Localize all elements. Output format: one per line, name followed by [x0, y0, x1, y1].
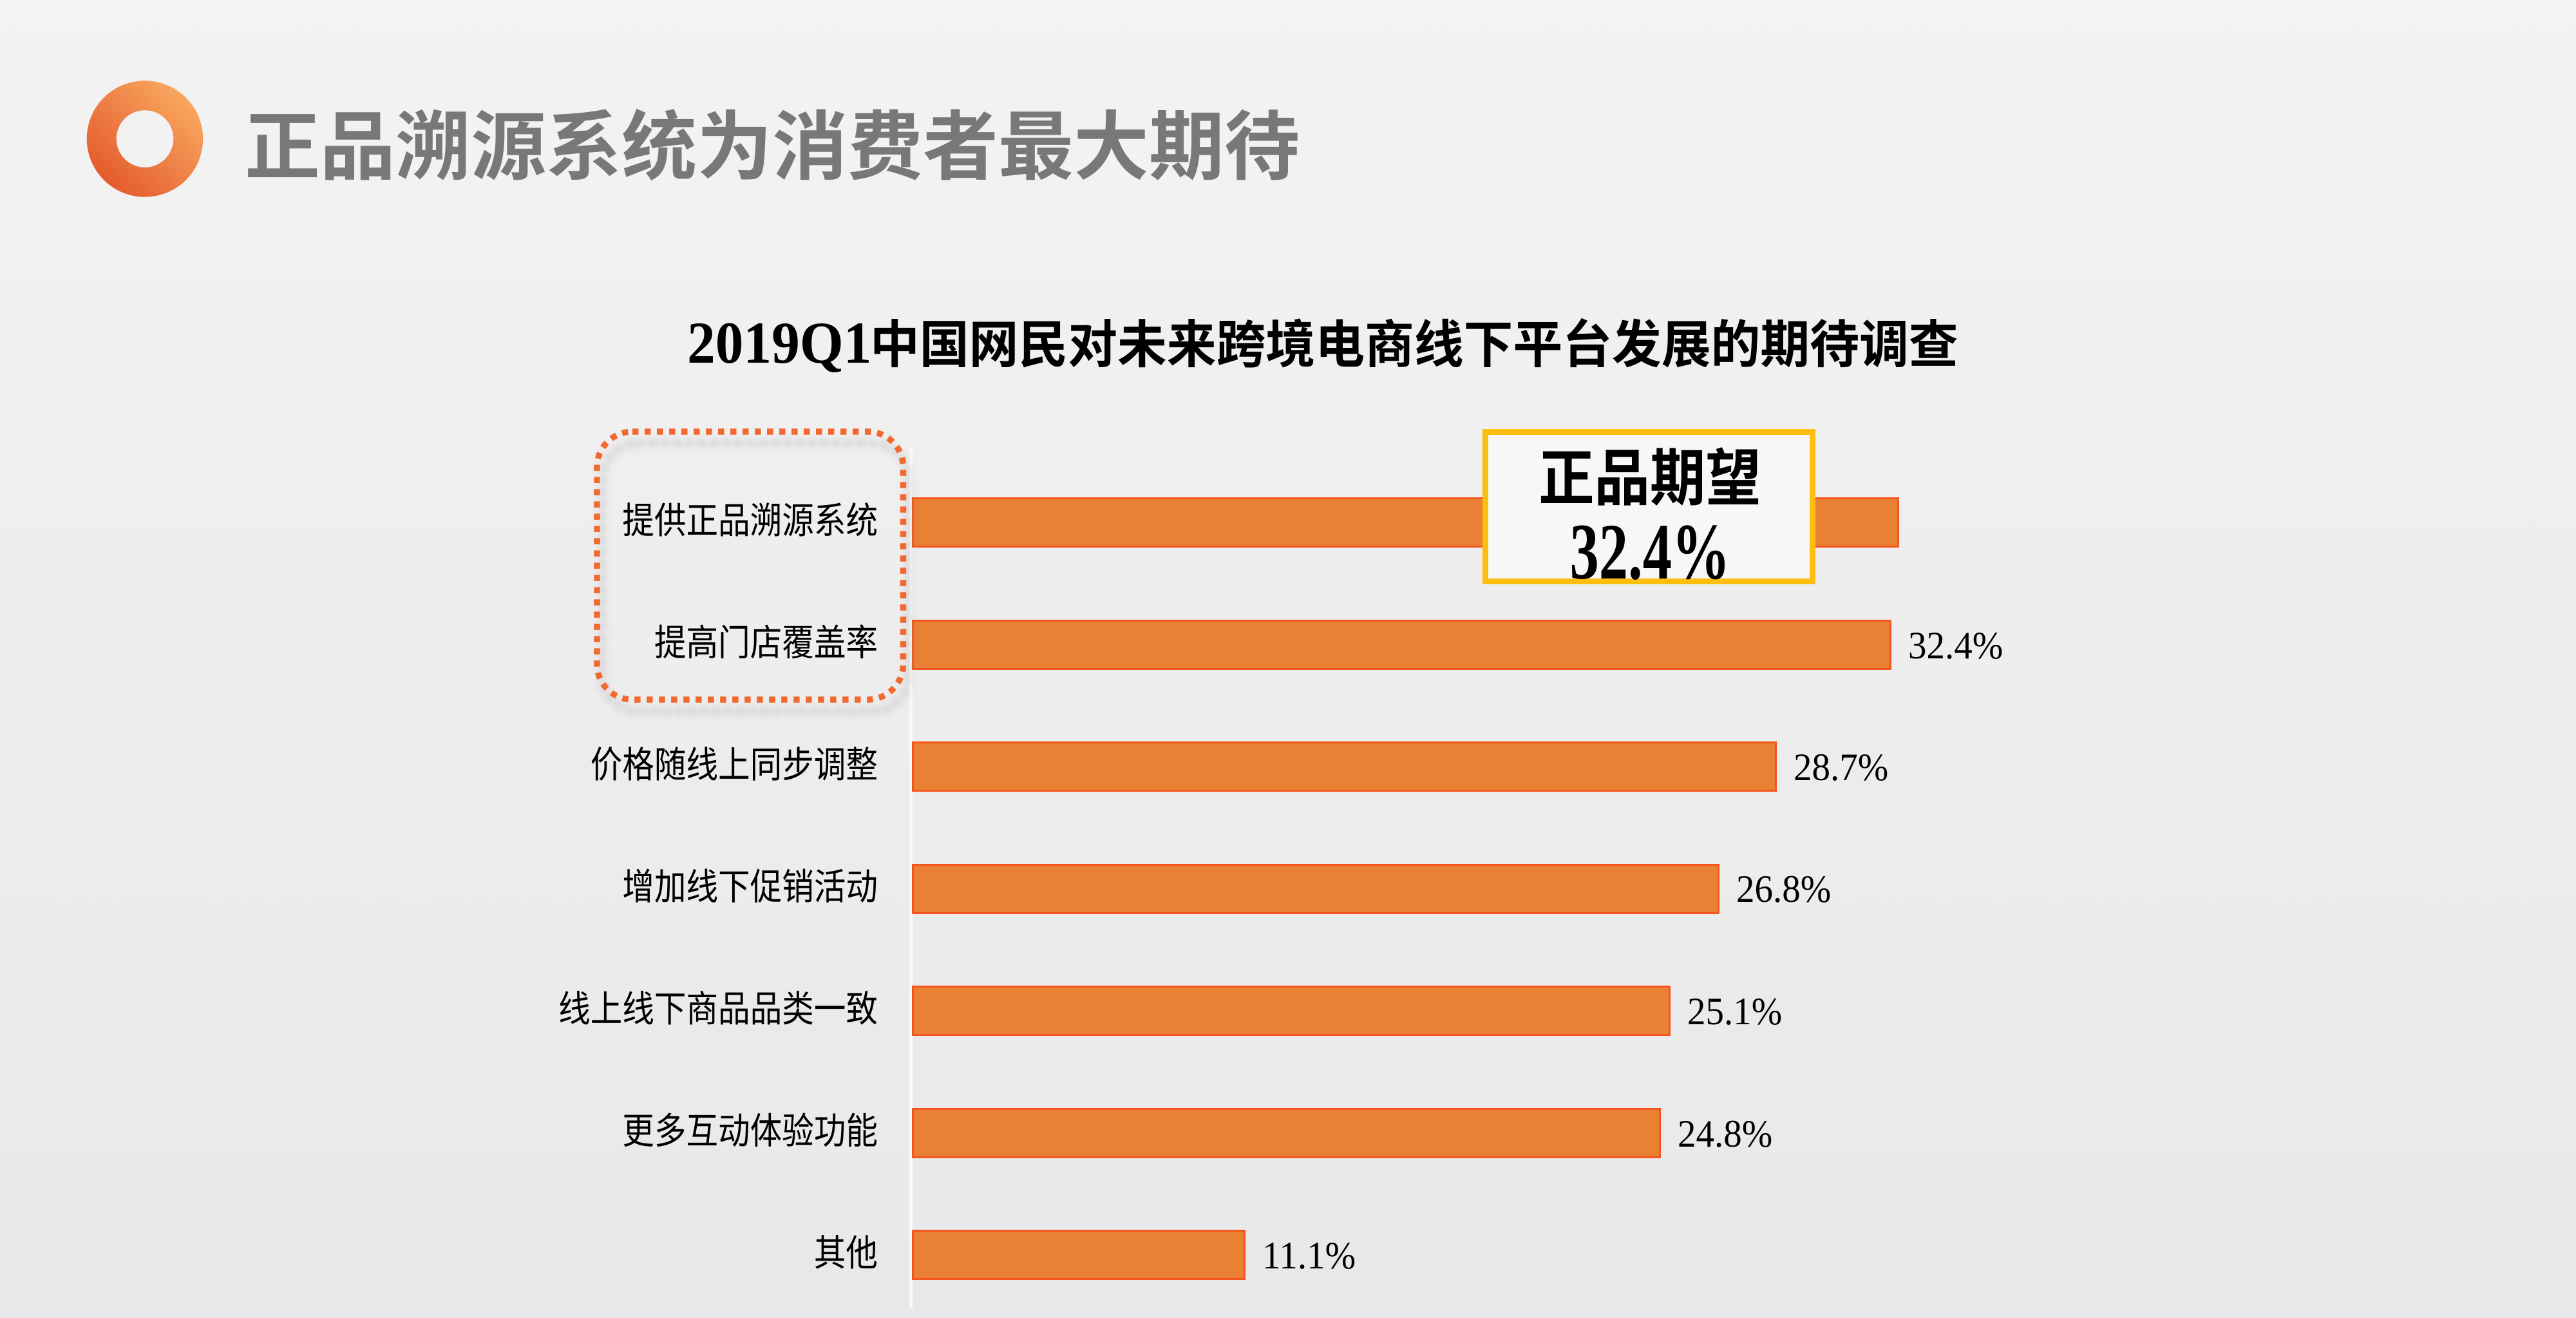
svg-text:25.1%: 25.1% — [1687, 990, 1782, 1033]
svg-text:2019Q1: 2019Q1 — [687, 310, 871, 376]
svg-text:32.4%: 32.4% — [1908, 624, 2003, 667]
svg-text:24.8%: 24.8% — [1678, 1113, 1772, 1156]
svg-text:28.7%: 28.7% — [1794, 746, 1888, 789]
svg-text:26.8%: 26.8% — [1736, 868, 1831, 911]
svg-text:11.1%: 11.1% — [1262, 1234, 1356, 1277]
svg-text:32.4%: 32.4% — [1570, 508, 1730, 596]
